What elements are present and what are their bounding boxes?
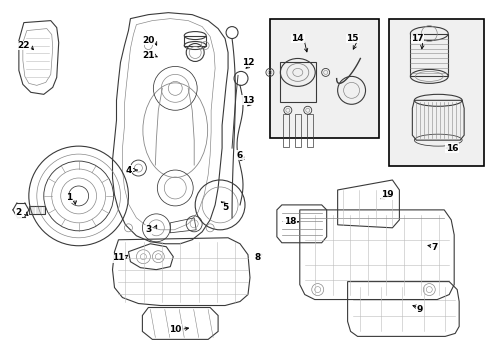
- Polygon shape: [388, 19, 483, 166]
- Text: 2: 2: [16, 208, 22, 217]
- Text: 9: 9: [415, 305, 422, 314]
- Text: 13: 13: [241, 96, 254, 105]
- Text: 11: 11: [112, 253, 124, 262]
- Text: 17: 17: [410, 34, 423, 43]
- Text: 20: 20: [142, 36, 154, 45]
- Text: 4: 4: [125, 166, 131, 175]
- Text: 6: 6: [236, 150, 243, 159]
- Text: 14: 14: [291, 34, 304, 43]
- Text: 5: 5: [222, 203, 228, 212]
- Text: 12: 12: [241, 58, 254, 67]
- Polygon shape: [269, 19, 379, 138]
- Text: 15: 15: [346, 34, 358, 43]
- Text: 19: 19: [380, 190, 393, 199]
- Text: 1: 1: [65, 193, 72, 202]
- Text: 22: 22: [18, 41, 30, 50]
- Text: 3: 3: [145, 225, 151, 234]
- Text: 8: 8: [254, 253, 261, 262]
- Text: 18: 18: [283, 217, 295, 226]
- Text: 16: 16: [445, 144, 458, 153]
- Text: 21: 21: [142, 51, 154, 60]
- Text: 10: 10: [169, 325, 181, 334]
- Text: 7: 7: [430, 243, 437, 252]
